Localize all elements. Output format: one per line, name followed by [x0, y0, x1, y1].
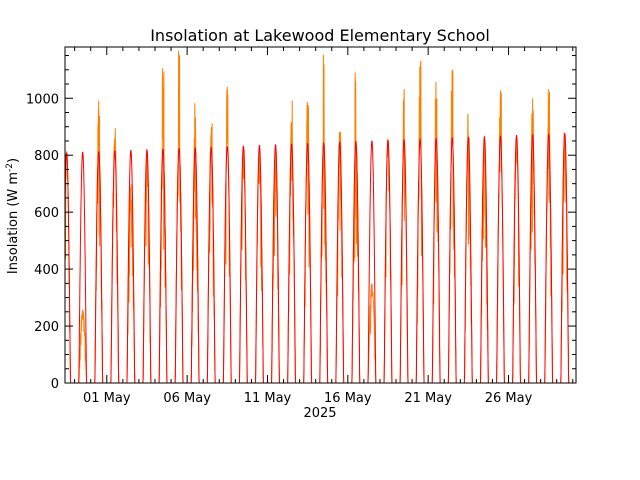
- y-axis-label-close: ): [6, 158, 21, 163]
- x-tick-label-0: 01 May: [83, 391, 131, 406]
- chart-title: Insolation at Lakewood Elementary School: [150, 26, 490, 45]
- y-tick-label-1: 200: [34, 320, 59, 335]
- y-tick-label-4: 800: [34, 149, 59, 164]
- y-tick-label-0: 0: [51, 377, 59, 392]
- x-axis-label: 2025: [303, 406, 336, 421]
- x-axis-ticks: 01 May 06 May 11 May 16 May 21 May 26 May: [74, 47, 574, 406]
- x-tick-label-4: 21 May: [404, 391, 452, 406]
- series-layer: [65, 50, 576, 383]
- y-axis-label-main: Insolation (W m: [6, 172, 21, 274]
- y-tick-label-5: 1000: [26, 92, 59, 107]
- y-axis-ticks: 0 200 400 600 800 1000: [26, 55, 576, 392]
- y-axis-label: Insolation (W m-2): [5, 158, 21, 274]
- x-tick-label-3: 16 May: [324, 391, 372, 406]
- series-clear-sky-line: [65, 133, 576, 383]
- x-tick-label-5: 26 May: [485, 391, 533, 406]
- x-tick-label-2: 11 May: [244, 391, 292, 406]
- y-tick-label-2: 400: [34, 263, 59, 278]
- y-tick-label-3: 600: [34, 206, 59, 221]
- y-axis-label-superscript: -2: [5, 163, 15, 172]
- x-tick-label-1: 06 May: [163, 391, 211, 406]
- plot-frame: [64, 46, 577, 384]
